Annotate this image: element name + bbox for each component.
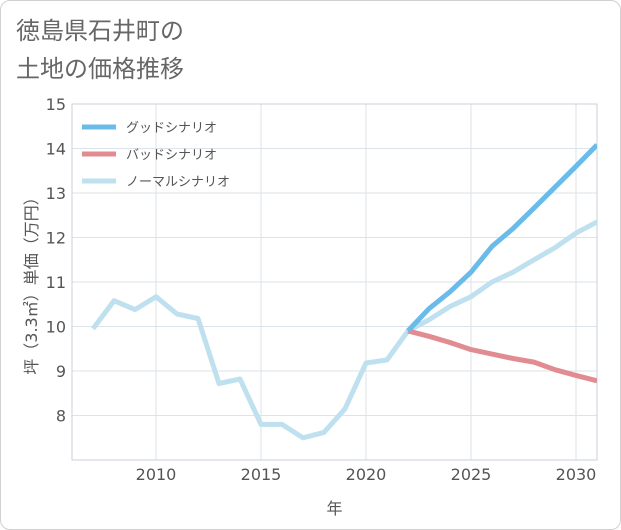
- series-line-1: [407, 328, 597, 384]
- series-line-2: [91, 219, 597, 441]
- legend-label: グッドシナリオ: [126, 121, 217, 136]
- y-tick-label: 12: [46, 229, 66, 248]
- x-tick-label: 2010: [136, 465, 177, 484]
- x-axis-label: 年: [326, 499, 342, 518]
- legend-label: バッドシナリオ: [126, 148, 217, 163]
- legend-label: ノーマルシナリオ: [126, 175, 230, 190]
- y-tick-label: 9: [56, 362, 66, 381]
- chart-title: 徳島県石井町の 土地の価格推移: [16, 12, 184, 88]
- y-tick-label: 10: [46, 318, 66, 337]
- y-tick-label: 13: [46, 184, 66, 203]
- y-tick-label: 11: [46, 273, 66, 292]
- x-tick-label: 2030: [556, 465, 597, 484]
- plot-border: [71, 103, 598, 461]
- y-tick-label: 8: [56, 407, 66, 426]
- x-tick-label: 2020: [346, 465, 387, 484]
- title-line-2: 土地の価格推移: [16, 55, 184, 83]
- series-line-0: [406, 143, 597, 333]
- x-tick-label: 2015: [241, 465, 282, 484]
- y-tick-label: 14: [46, 140, 66, 159]
- y-tick-label: 15: [46, 95, 66, 114]
- y-axis-label: 坪（3.3㎡）単価（万円）: [22, 189, 41, 374]
- x-tick-label: 2025: [451, 465, 492, 484]
- title-line-1: 徳島県石井町の: [16, 17, 184, 45]
